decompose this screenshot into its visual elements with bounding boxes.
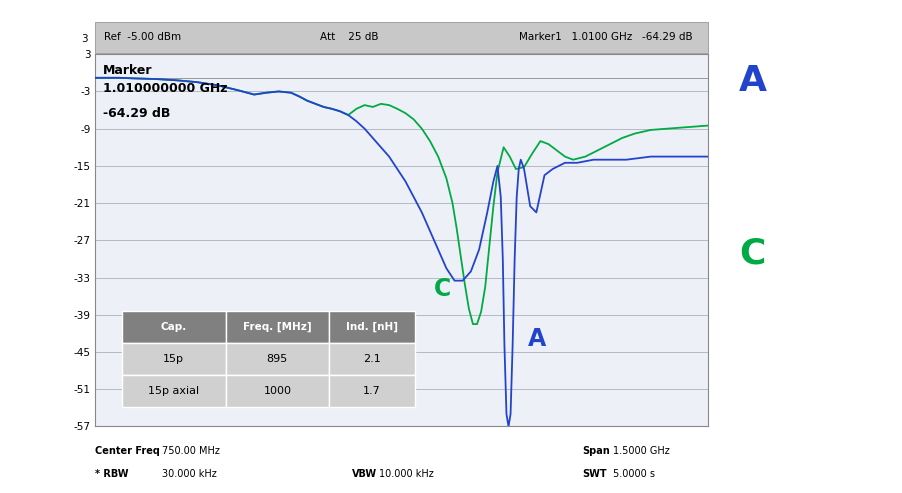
Text: * RBW: * RBW	[95, 469, 128, 479]
Text: 10.000 kHz: 10.000 kHz	[379, 469, 434, 479]
Text: VBW: VBW	[352, 469, 377, 479]
Text: 750.00 MHz: 750.00 MHz	[162, 446, 220, 456]
Text: 30.000 kHz: 30.000 kHz	[162, 469, 217, 479]
Text: Freq. [MHz]: Freq. [MHz]	[243, 321, 312, 332]
Text: Ref  -5.00 dBm: Ref -5.00 dBm	[104, 33, 181, 42]
Text: A: A	[529, 327, 547, 351]
Text: 1.5000 GHz: 1.5000 GHz	[613, 446, 670, 456]
Text: -64.29 dB: -64.29 dB	[103, 107, 170, 120]
Text: C: C	[434, 277, 451, 301]
Text: Center Freq: Center Freq	[95, 446, 160, 456]
Text: Cap.: Cap.	[161, 321, 187, 332]
Text: 1000: 1000	[263, 386, 291, 396]
Text: 895: 895	[267, 353, 288, 364]
Text: 5.0000 s: 5.0000 s	[613, 469, 656, 479]
Text: Ind. [nH]: Ind. [nH]	[346, 321, 398, 332]
Text: 15p axial: 15p axial	[148, 386, 199, 396]
Text: Marker: Marker	[103, 64, 152, 76]
Text: 3: 3	[81, 34, 87, 44]
Text: Att    25 dB: Att 25 dB	[320, 33, 379, 42]
Text: 15p: 15p	[163, 353, 184, 364]
Text: 2.1: 2.1	[364, 353, 381, 364]
Text: 1.010000000 GHz: 1.010000000 GHz	[103, 82, 227, 95]
Text: A: A	[740, 64, 768, 98]
Text: 1.7: 1.7	[364, 386, 381, 396]
Text: SWT: SWT	[582, 469, 606, 479]
Text: Span: Span	[582, 446, 610, 456]
Text: Marker1   1.0100 GHz   -64.29 dB: Marker1 1.0100 GHz -64.29 dB	[519, 33, 692, 42]
Text: C: C	[740, 237, 766, 271]
